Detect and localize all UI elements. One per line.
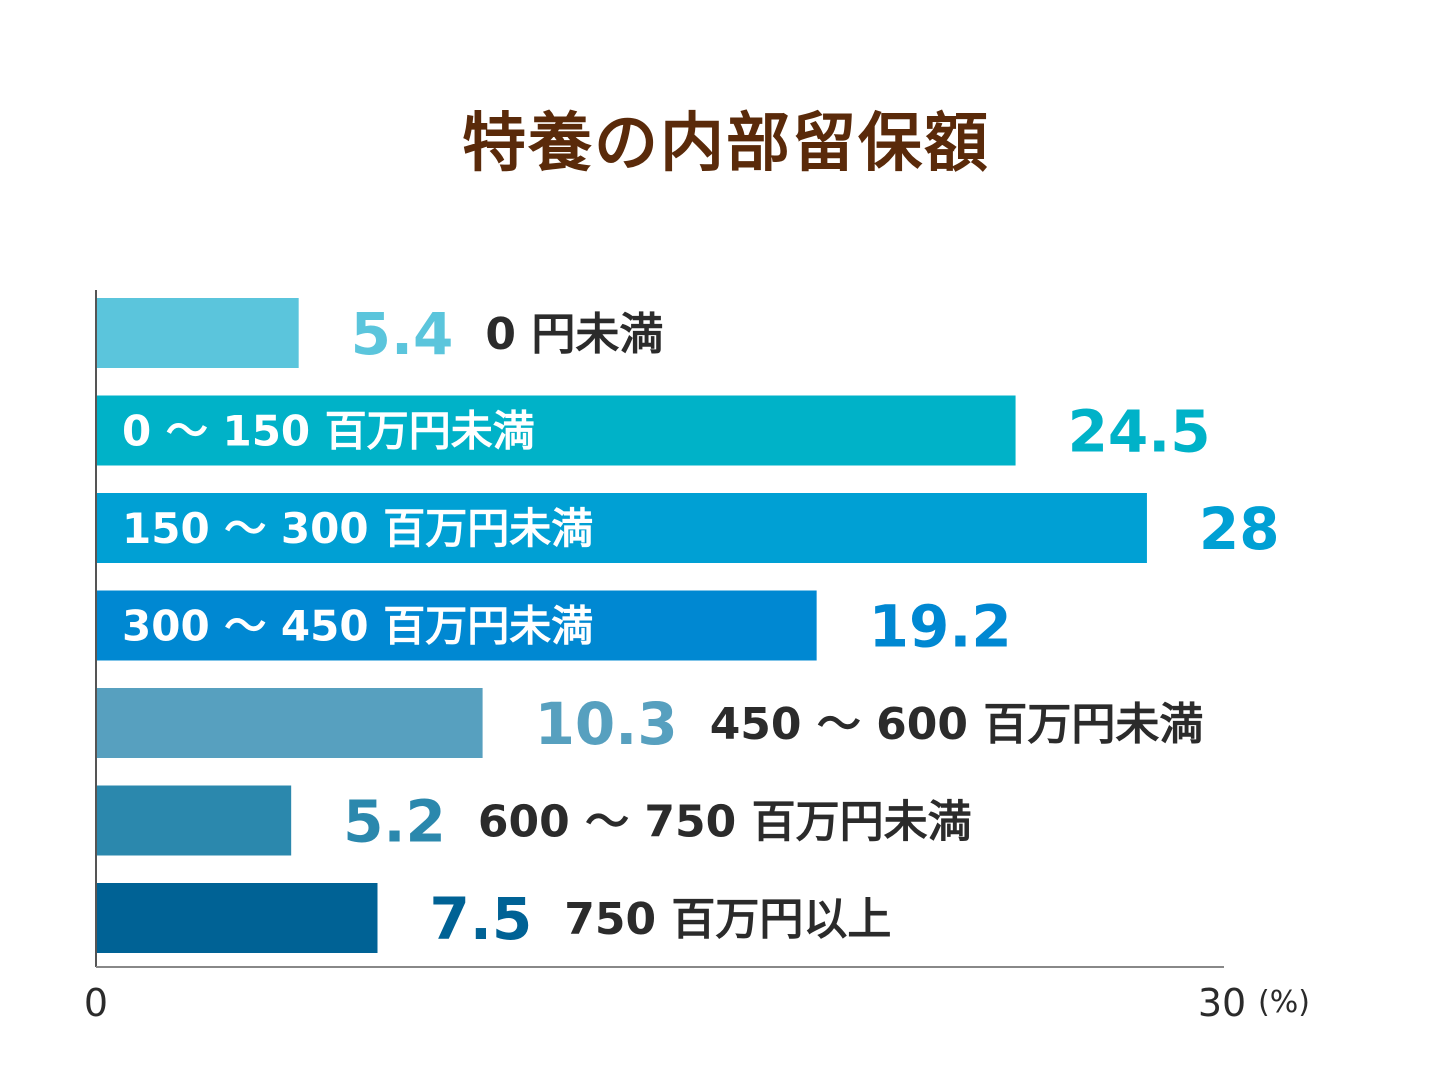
value-label-4: 10.3 xyxy=(535,690,678,758)
bar-6 xyxy=(96,883,378,953)
category-label-2: 150 〜 300 百万円未満 xyxy=(122,504,593,553)
chart-title: 特養の内部留保額 xyxy=(462,107,990,181)
bar-0 xyxy=(96,298,299,368)
category-label-6: 750 百万円以上 xyxy=(564,894,891,945)
bar-1 xyxy=(96,395,1016,466)
category-label-0: 0 円未満 xyxy=(485,309,663,360)
bar-2 xyxy=(96,493,1147,563)
x-axis-unit-label: (%) xyxy=(1258,985,1310,1020)
bar-3 xyxy=(96,590,817,661)
value-label-6: 7.5 xyxy=(430,885,533,953)
value-label-0: 5.4 xyxy=(351,300,454,368)
category-label-3: 300 〜 450 百万円未満 xyxy=(122,602,593,651)
category-label-5: 600 〜 750 百万円未満 xyxy=(478,797,972,848)
bars-layer: 5.4 0 円未満 24.5 0 〜 150 百万円未満 28 150 〜 300 百万円… xyxy=(96,298,1280,953)
value-label-3: 19.2 xyxy=(869,593,1012,661)
value-label-1: 24.5 xyxy=(1068,398,1211,466)
value-label-5: 5.2 xyxy=(343,788,446,856)
value-label-2: 28 xyxy=(1199,495,1280,563)
category-label-1: 0 〜 150 百万円未満 xyxy=(122,407,535,456)
x-tick-label-min: 0 xyxy=(84,981,108,1025)
bar-5 xyxy=(96,785,292,856)
x-tick-label-max: 30 xyxy=(1198,981,1246,1025)
bar-4 xyxy=(96,688,483,758)
category-label-4: 450 〜 600 百万円未満 xyxy=(710,699,1204,750)
